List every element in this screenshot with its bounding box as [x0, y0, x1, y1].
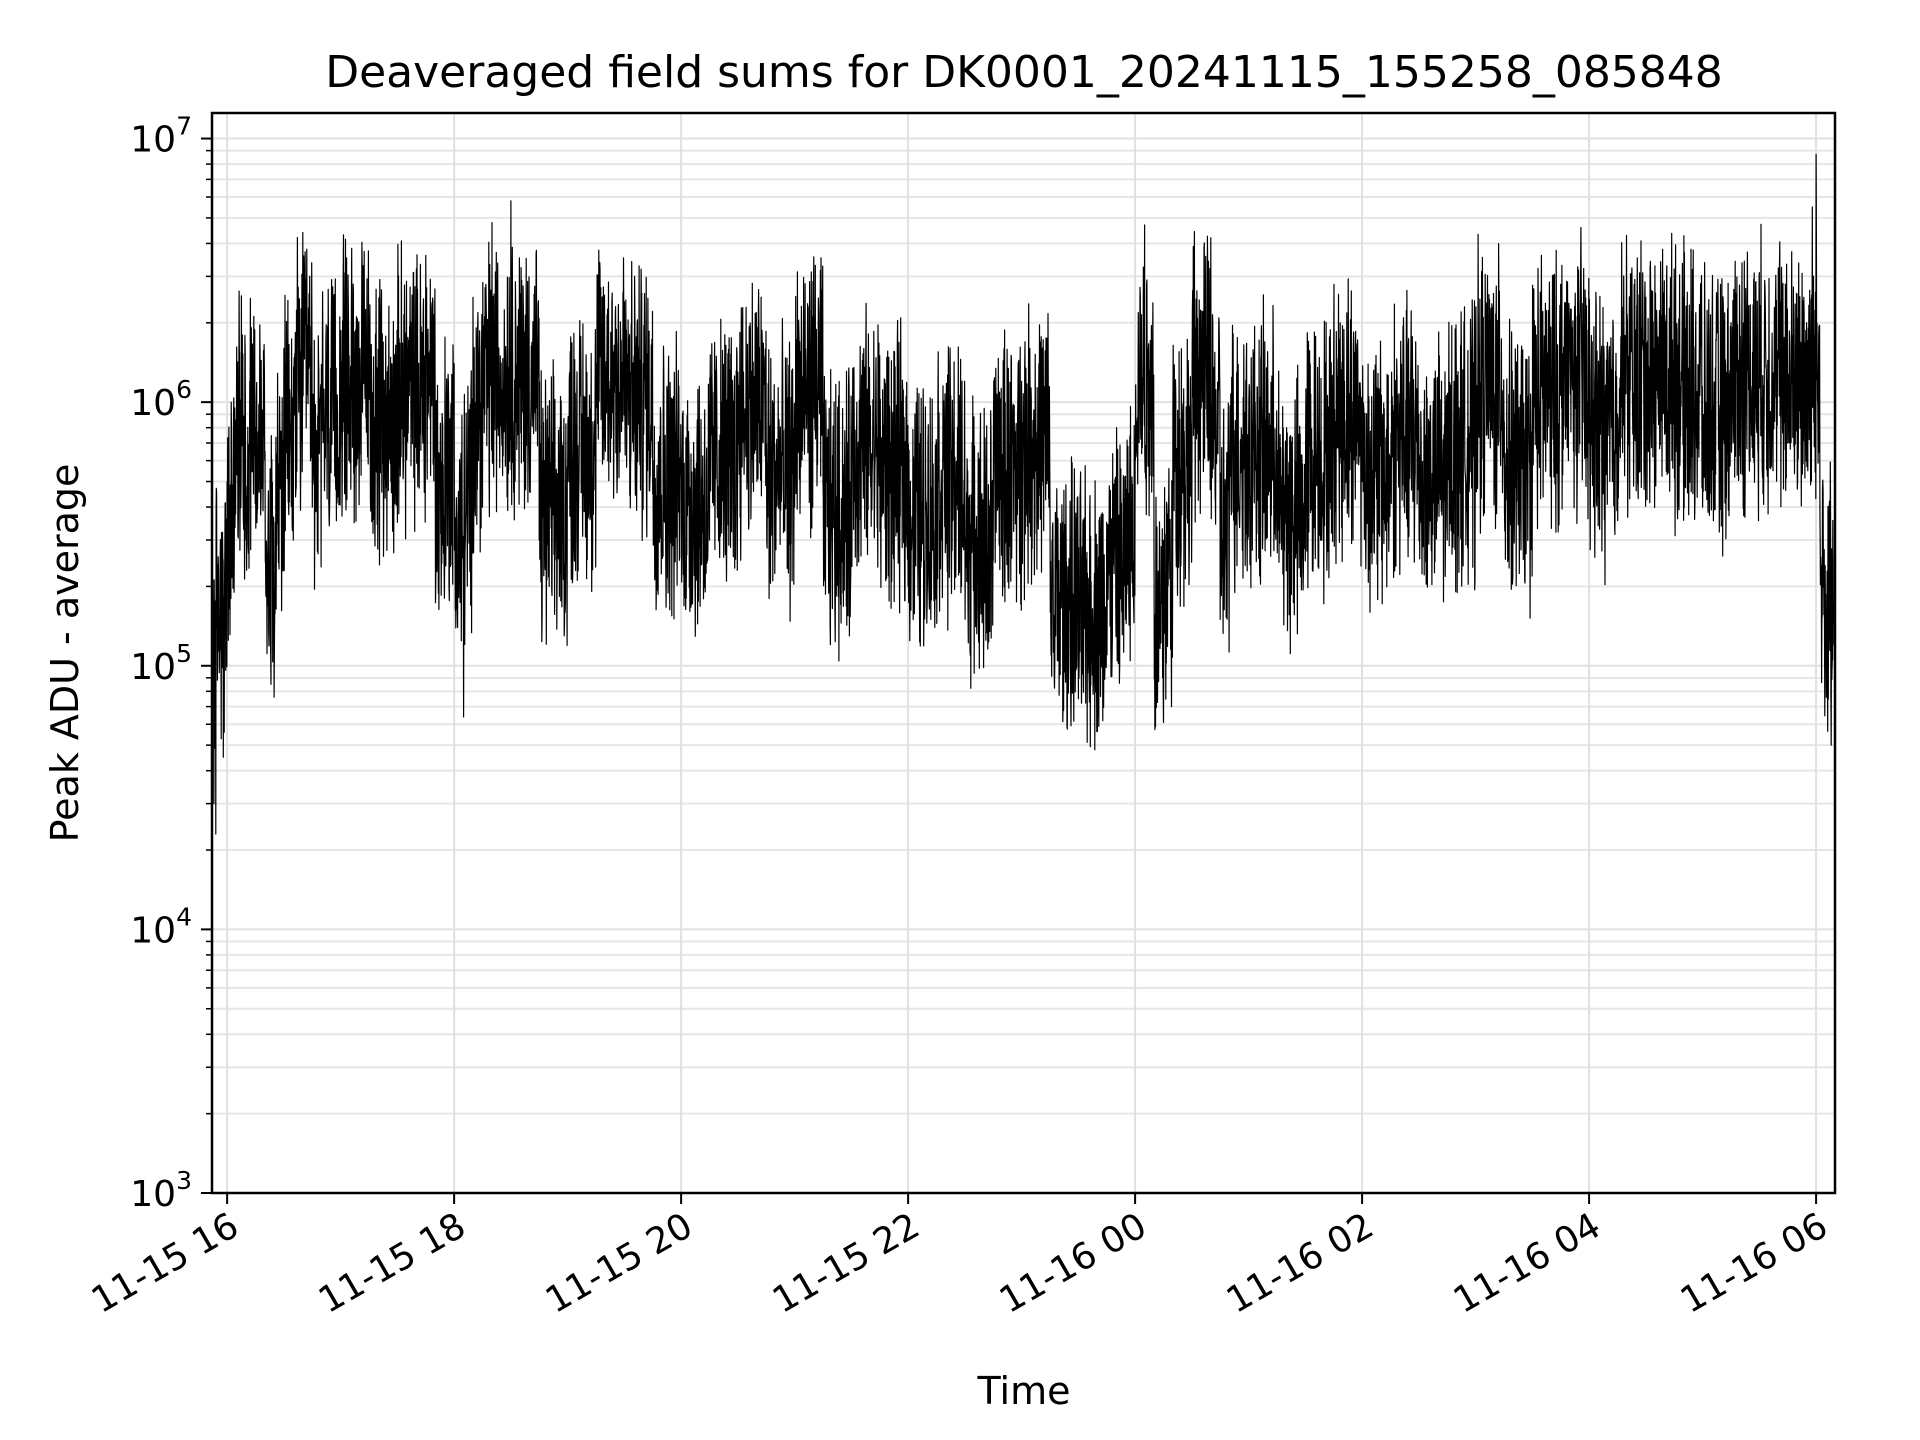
y-tick-label: 107 — [130, 112, 192, 161]
grid-lines — [212, 113, 1835, 1194]
y-axis: 103 104 105 106 107 — [130, 112, 212, 1215]
y-tick-label: 105 — [130, 639, 192, 688]
y-axis-label: Peak ADU - average — [43, 464, 87, 843]
plot-frame — [210, 111, 1837, 1195]
plot-area — [211, 153, 1836, 955]
y-tick-label: 106 — [130, 375, 192, 424]
y-tick-label: 104 — [130, 902, 192, 951]
y-tick-label: 103 — [130, 1166, 192, 1215]
series-line — [211, 153, 1836, 955]
x-axis-label: Time — [977, 1369, 1071, 1413]
chart-title: Deaveraged field sums for DK0001_2024111… — [325, 47, 1723, 98]
